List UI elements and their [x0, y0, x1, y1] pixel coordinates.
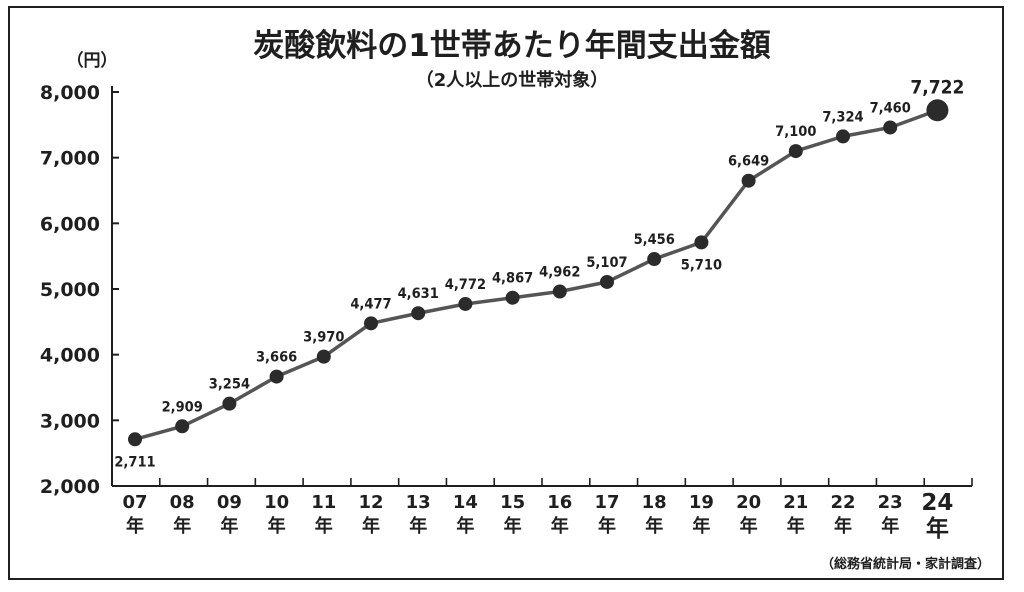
data-label: 4,867 [492, 271, 533, 287]
x-tick-unit: 年 [551, 515, 569, 537]
data-point [552, 284, 567, 299]
x-tick-unit: 年 [362, 515, 380, 537]
x-tick-label: 14 [453, 492, 478, 513]
data-point [458, 296, 473, 311]
x-tick-label: 22 [830, 492, 855, 513]
x-tick-label: 13 [406, 492, 431, 513]
data-label: 7,324 [822, 109, 863, 125]
data-label: 4,772 [445, 277, 486, 293]
y-tick-label: 6,000 [40, 213, 100, 235]
x-tick-label: 23 [878, 492, 903, 513]
y-tick-label: 2,000 [40, 476, 100, 498]
data-point [411, 306, 426, 321]
data-point [788, 144, 803, 159]
x-tick-label: 24 [921, 490, 953, 516]
series-line [134, 108, 938, 441]
x-tick-label: 10 [264, 492, 289, 513]
data-point [836, 129, 850, 144]
data-label: 7,100 [775, 124, 816, 140]
x-tick-label: 07 [122, 492, 147, 513]
data-label: 6,649 [728, 154, 769, 170]
data-point [222, 396, 237, 411]
x-tick-unit: 年 [268, 515, 286, 537]
x-tick-label: 11 [311, 492, 336, 513]
chart-frame [8, 6, 1004, 580]
data-label: 5,710 [681, 257, 722, 273]
x-tick-unit: 年 [645, 515, 663, 537]
y-tick-label: 7,000 [40, 148, 100, 170]
data-label: 3,970 [303, 330, 344, 346]
data-point [505, 290, 520, 305]
chart-title: 炭酸飲料の1世帯あたり年間支出金額 [253, 28, 771, 64]
x-tick-unit: 年 [881, 515, 899, 537]
data-label: 3,666 [256, 350, 297, 366]
source-note: （総務省統計局・家計調査） [821, 556, 990, 572]
data-point [600, 274, 614, 289]
data-label: 5,107 [586, 255, 627, 271]
y-tick-label: 8,000 [40, 82, 100, 104]
data-label: 4,477 [350, 296, 391, 312]
data-point [128, 432, 142, 447]
x-tick-label: 08 [170, 492, 195, 513]
x-tick-unit: 年 [740, 515, 758, 537]
x-tick-unit: 年 [692, 515, 710, 537]
chart-subtitle: （2人以上の世帯対象） [416, 69, 609, 91]
y-tick-label: 4,000 [40, 345, 100, 367]
x-tick-label: 18 [642, 492, 667, 513]
x-tick-unit: 年 [834, 515, 852, 537]
x-tick-unit: 年 [409, 515, 427, 537]
data-label: 5,456 [634, 232, 675, 248]
data-point [647, 252, 662, 267]
data-point [175, 419, 190, 434]
data-label: 4,962 [539, 264, 580, 280]
data-label: 2,711 [114, 454, 155, 470]
x-tick-label: 16 [547, 492, 572, 513]
data-point [741, 173, 756, 188]
x-tick-unit: 年 [787, 515, 805, 537]
x-tick-unit: 年 [598, 515, 616, 537]
x-tick-unit: 年 [504, 515, 522, 537]
x-tick-unit: 年 [315, 515, 333, 537]
x-tick-unit: 年 [456, 515, 474, 537]
data-label: 3,254 [209, 377, 250, 393]
x-tick-label: 21 [783, 492, 808, 513]
data-label: 4,631 [398, 286, 439, 302]
y-tick-label: 3,000 [40, 410, 100, 432]
x-tick-unit: 年 [220, 515, 238, 537]
data-label: 7,460 [870, 100, 911, 116]
x-tick-label: 17 [594, 492, 619, 513]
data-point [364, 316, 378, 331]
x-tick-unit: 年 [926, 515, 949, 542]
data-point [269, 369, 284, 384]
data-point [316, 349, 331, 364]
x-tick-label: 15 [500, 492, 525, 513]
x-tick-unit: 年 [173, 515, 191, 537]
x-tick-unit: 年 [126, 515, 144, 537]
data-point [694, 235, 709, 250]
y-tick-label: 5,000 [40, 279, 100, 301]
data-label: 7,722 [910, 76, 964, 98]
x-tick-label: 12 [358, 492, 383, 513]
data-point [926, 99, 949, 122]
x-tick-label: 09 [217, 492, 242, 513]
data-label: 2,909 [162, 399, 203, 415]
data-point [883, 120, 898, 135]
y-axis-unit-label: （円） [67, 50, 118, 71]
x-tick-label: 20 [736, 492, 761, 513]
x-tick-label: 19 [689, 492, 714, 513]
